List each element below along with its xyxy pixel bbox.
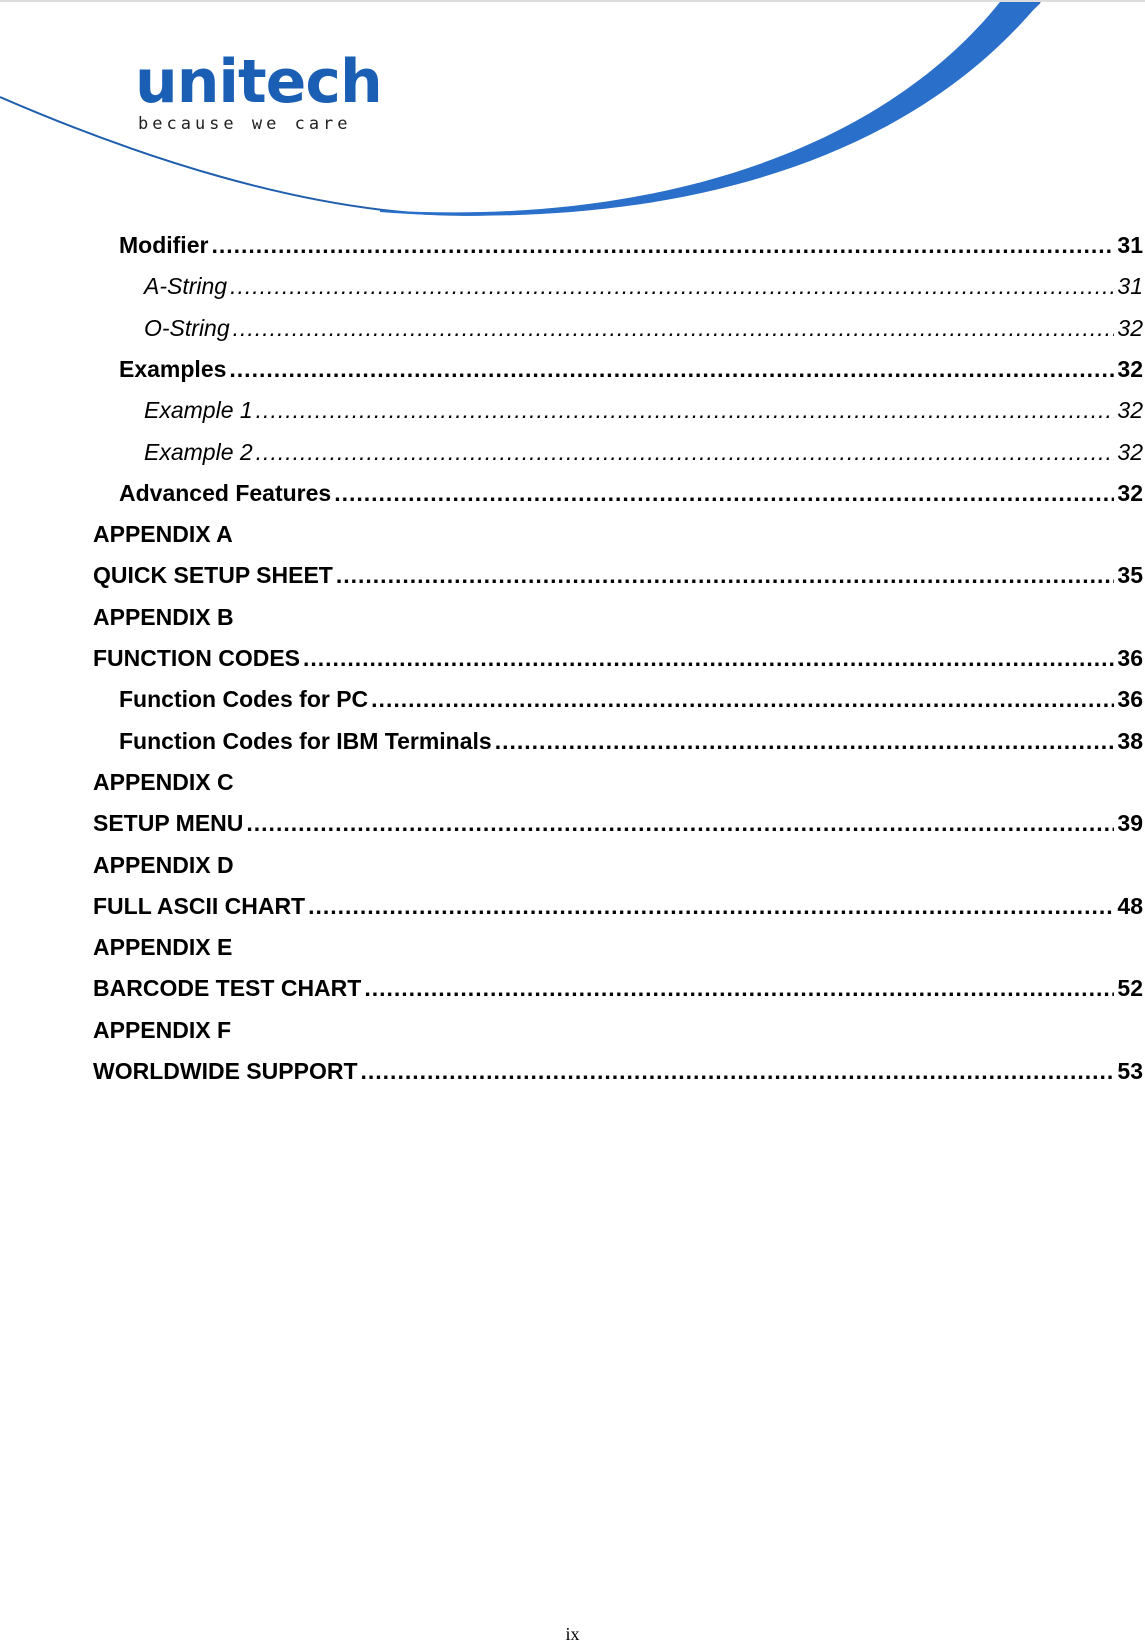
toc-entry-page: 48 xyxy=(1117,892,1143,919)
toc-entry-title: WORLDWIDE SUPPORT xyxy=(93,1058,358,1084)
toc-entry[interactable]: WORLDWIDE SUPPORT 53 xyxy=(93,1058,1143,1088)
dot-leader xyxy=(361,1058,1115,1085)
toc-entry-page: 32 xyxy=(1117,355,1143,382)
toc-entry-title: APPENDIX B xyxy=(93,603,234,630)
dot-leader xyxy=(211,232,1114,259)
dot-leader xyxy=(246,810,1114,837)
toc-entry[interactable]: Examples 32 xyxy=(119,356,1143,386)
toc-entry-title: FUNCTION CODES xyxy=(93,645,300,671)
dot-leader xyxy=(371,686,1114,713)
toc-entry-page: 35 xyxy=(1117,562,1143,589)
toc-entry[interactable]: Example 1 32 xyxy=(144,397,1143,427)
toc-entry[interactable]: Example 2 32 xyxy=(144,439,1143,469)
toc-entry-title: FULL ASCII CHART xyxy=(93,892,306,919)
toc-entry-title: APPENDIX A xyxy=(93,521,233,548)
toc-entry-title: APPENDIX D xyxy=(93,851,234,878)
toc-entry-title: SETUP MENU xyxy=(93,810,244,837)
logo-wordmark: unitech xyxy=(135,47,383,117)
toc-entry[interactable]: APPENDIX C xyxy=(93,769,1143,799)
dot-leader xyxy=(334,480,1114,507)
toc-entry[interactable]: FULL ASCII CHART 48 xyxy=(93,893,1143,923)
dot-leader xyxy=(308,893,1114,920)
toc-entry-page: 38 xyxy=(1117,727,1143,754)
dot-leader xyxy=(256,439,1115,466)
toc-entry[interactable]: APPENDIX E xyxy=(93,934,1143,964)
toc-entry-page: 32 xyxy=(1117,438,1143,465)
page-header: unitech because we care xyxy=(0,0,1145,222)
toc-entry[interactable]: Function Codes for PC 36 xyxy=(119,686,1143,716)
toc-entry-page: 53 xyxy=(1117,1058,1143,1084)
dot-leader xyxy=(230,273,1114,300)
toc-entry[interactable]: APPENDIX D xyxy=(93,852,1143,882)
toc-entry-title: Advanced Features xyxy=(119,479,332,506)
dot-leader xyxy=(233,315,1115,342)
toc-entry[interactable]: FUNCTION CODES 36 xyxy=(93,645,1143,675)
swoosh-graphic xyxy=(0,2,1041,216)
unitech-logo: unitech because we care xyxy=(135,47,383,134)
dot-leader xyxy=(336,562,1115,589)
toc-entry[interactable]: O-String 32 xyxy=(144,315,1143,345)
dot-leader xyxy=(364,975,1114,1002)
toc-entry-title: Function Codes for PC xyxy=(119,686,369,713)
toc-entry-title: Examples xyxy=(119,355,227,382)
toc-entry-title: APPENDIX C xyxy=(93,768,234,795)
toc-entry-page: 32 xyxy=(1117,479,1143,506)
toc-entry[interactable]: Modifier 31 xyxy=(119,232,1143,262)
toc-entry-page: 32 xyxy=(1117,314,1143,341)
toc-entry[interactable]: SETUP MENU 39 xyxy=(93,810,1143,840)
toc-entry-title: APPENDIX E xyxy=(93,934,233,961)
toc-entry-title: Function Codes for IBM Terminals xyxy=(119,727,492,754)
toc-entry[interactable]: APPENDIX A xyxy=(93,521,1143,551)
toc-entry-title: O-String xyxy=(144,314,230,341)
logo-tagline: because we care xyxy=(138,114,352,134)
toc-entry[interactable]: BARCODE TEST CHART 52 xyxy=(93,975,1143,1005)
toc-entry-page: 32 xyxy=(1117,397,1143,424)
toc-entry[interactable]: A-String 31 xyxy=(144,273,1143,303)
toc-entry-title: A-String xyxy=(144,273,228,300)
toc-entry-page: 36 xyxy=(1117,686,1143,713)
toc-entry-page: 36 xyxy=(1117,645,1143,671)
toc-entry[interactable]: Advanced Features 32 xyxy=(119,480,1143,510)
toc-entry-title: Example 2 xyxy=(144,438,253,465)
page-number: ix xyxy=(565,1624,580,1644)
toc-entry[interactable]: APPENDIX F xyxy=(93,1017,1143,1047)
toc-entry-page: 31 xyxy=(1117,232,1143,258)
toc-entry-page: 31 xyxy=(1117,273,1143,300)
toc-entry-title: BARCODE TEST CHART xyxy=(93,975,362,1002)
toc-entry-title: QUICK SETUP SHEET xyxy=(93,562,333,589)
toc-entry[interactable]: QUICK SETUP SHEET 35 xyxy=(93,562,1143,592)
toc-entry-title: APPENDIX F xyxy=(93,1016,232,1043)
toc-entry[interactable]: APPENDIX B xyxy=(93,604,1143,634)
toc-entry-page: 39 xyxy=(1117,810,1143,837)
dot-leader xyxy=(495,728,1115,755)
toc-entry-page: 52 xyxy=(1117,975,1143,1002)
dot-leader xyxy=(256,397,1115,424)
toc-entry[interactable]: Function Codes for IBM Terminals 38 xyxy=(119,728,1143,758)
dot-leader xyxy=(229,356,1114,383)
dot-leader xyxy=(303,645,1114,672)
toc-entry-title: Example 1 xyxy=(144,397,253,424)
toc-entry-title: Modifier xyxy=(119,232,209,258)
